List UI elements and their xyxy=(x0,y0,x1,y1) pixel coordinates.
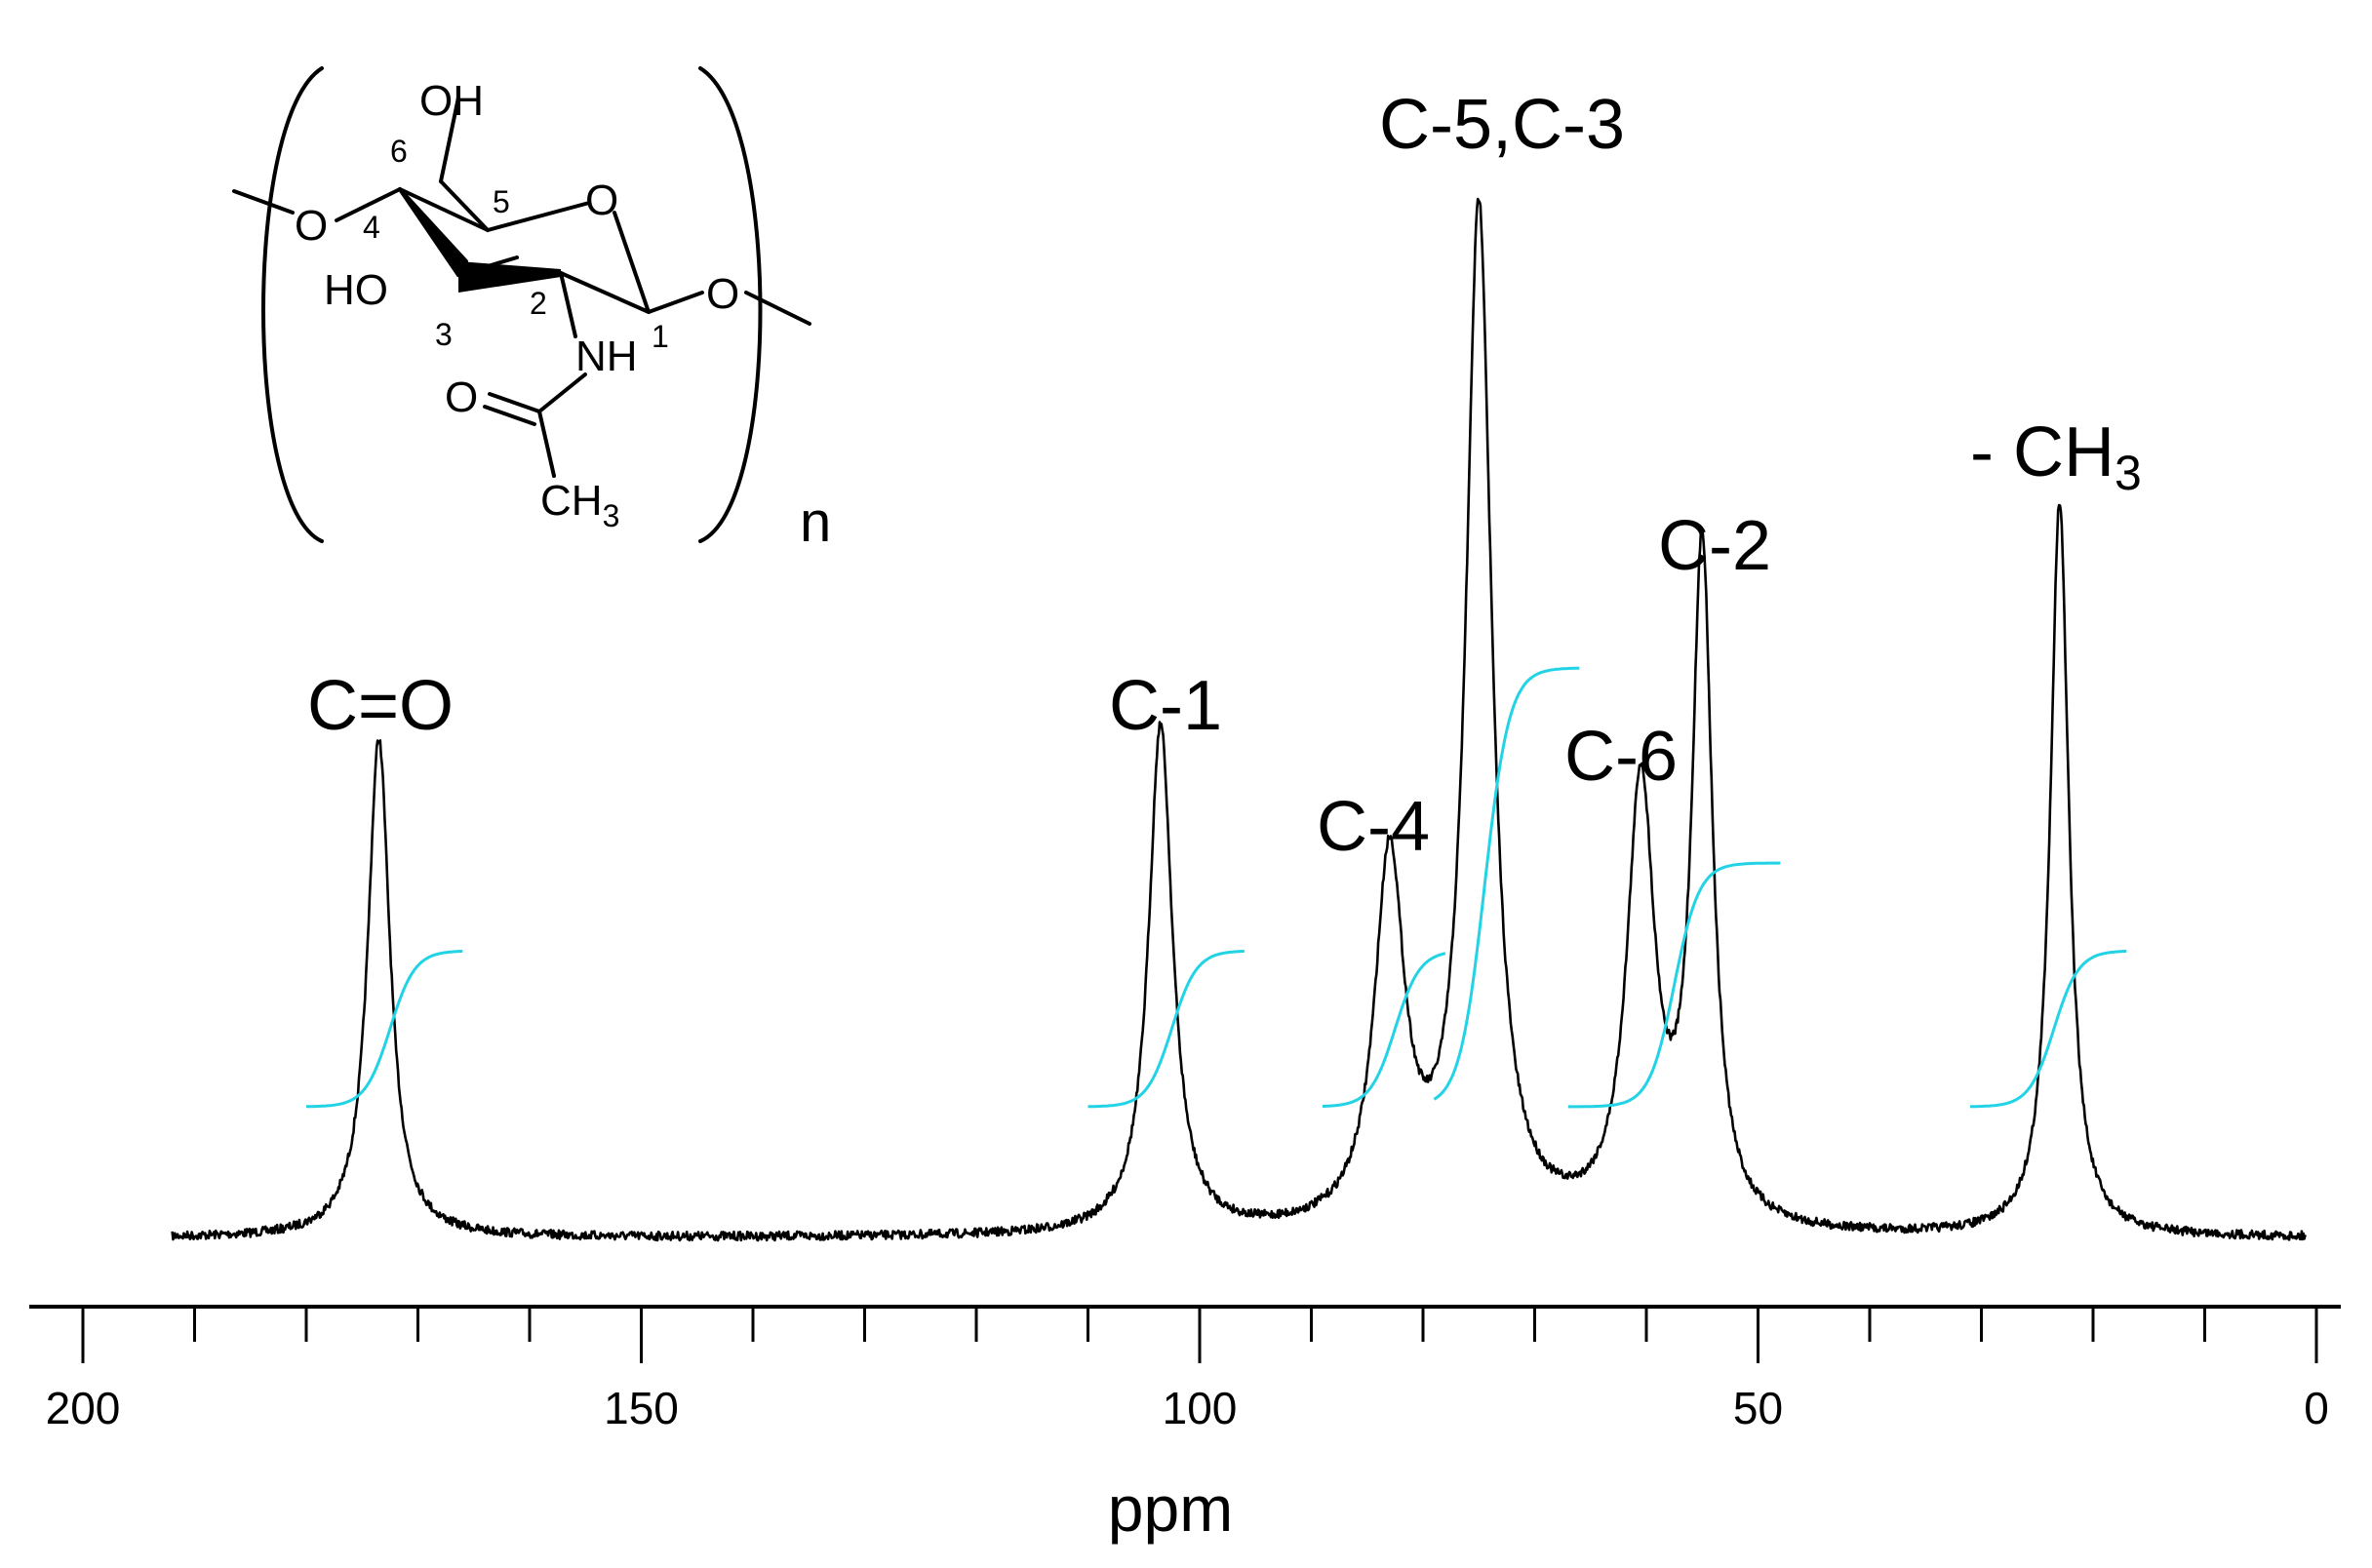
spectrum-line xyxy=(171,197,2307,1242)
chitin-structure-diagram: OH HO NH O O O O CH3 6 5 4 3 2 1 n xyxy=(232,66,831,554)
x-tick-label: 50 xyxy=(1733,1383,1783,1433)
repeat-n-label: n xyxy=(800,490,831,554)
peak-label-c-5-c-3: C-5,C-3 xyxy=(1379,86,1625,164)
ho-left-label: HO xyxy=(324,266,388,314)
carbon-number-3: 3 xyxy=(435,317,453,352)
right-bracket xyxy=(698,66,763,543)
peak-label-c-2: C-2 xyxy=(1658,507,1771,585)
x-axis-title: ppm xyxy=(1108,1472,1233,1545)
integral-curve xyxy=(1433,666,1580,1101)
right-o-label: O xyxy=(706,270,739,318)
peak-label-c-1: C-1 xyxy=(1109,667,1222,745)
methyl-label: CH3 xyxy=(540,477,619,533)
integral-curve xyxy=(1322,952,1446,1108)
x-tick-label: 0 xyxy=(2304,1383,2329,1433)
peak-label-c-6: C-6 xyxy=(1564,718,1678,796)
x-tick-label: 100 xyxy=(1163,1383,1238,1433)
integral-curves xyxy=(306,666,2127,1109)
carbon-number-4: 4 xyxy=(363,210,380,245)
carbon-number-2: 2 xyxy=(530,286,547,321)
integral-curve xyxy=(1970,950,2127,1109)
integral-curve xyxy=(1567,861,1781,1109)
left-o-label: O xyxy=(295,202,328,250)
left-bracket xyxy=(261,66,324,543)
carbon-number-1: 1 xyxy=(652,319,669,354)
x-tick-label: 150 xyxy=(604,1383,679,1433)
peak-label-ch3: - CH3 xyxy=(1970,413,2142,500)
peak-label-c-o: C=O xyxy=(307,667,454,745)
oh-top-label: OH xyxy=(419,77,484,125)
carbon-number-5: 5 xyxy=(493,184,510,219)
integral-curve xyxy=(1087,950,1245,1109)
x-axis: 200 150 100 50 0 xyxy=(29,1305,2341,1433)
x-tick-label: 200 xyxy=(46,1383,121,1433)
ring-o-label: O xyxy=(585,176,618,224)
nh-label: NH xyxy=(575,333,638,380)
integral-curve xyxy=(306,950,463,1109)
peak-label-c-4: C-4 xyxy=(1317,788,1430,866)
carbon-number-6: 6 xyxy=(390,134,408,169)
carbonyl-o-label: O xyxy=(445,373,478,421)
